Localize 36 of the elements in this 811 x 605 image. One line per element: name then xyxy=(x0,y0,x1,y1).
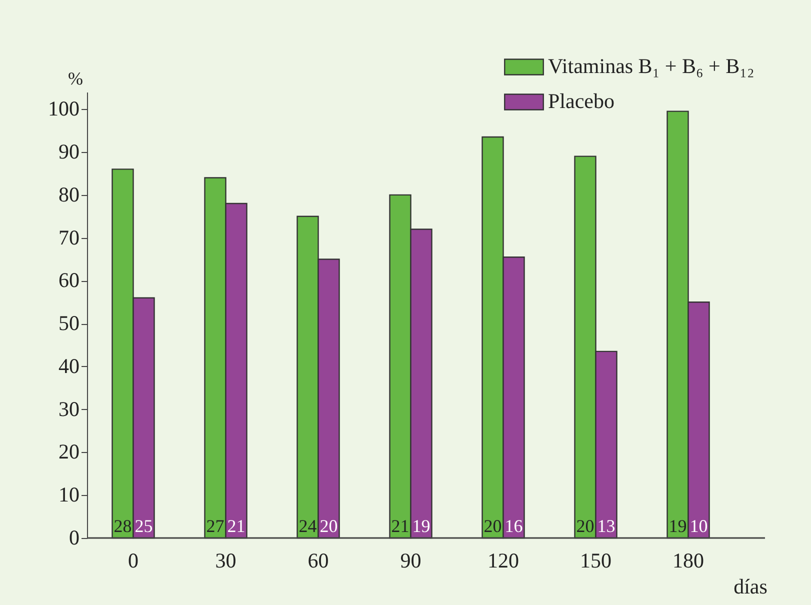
y-tick-label: 20 xyxy=(58,440,80,464)
y-tick-label: 80 xyxy=(58,182,80,206)
annotation: 19 xyxy=(668,516,687,536)
annotation: 16 xyxy=(504,516,523,536)
x-axis-title: días xyxy=(734,574,768,598)
x-tick-label: 180 xyxy=(672,548,704,572)
x-tick-label: 90 xyxy=(400,548,422,572)
x-tick-label: 150 xyxy=(580,548,612,572)
annotation: 19 xyxy=(412,516,430,536)
y-tick-label: 70 xyxy=(58,225,80,250)
y-tick-label: 60 xyxy=(58,268,80,292)
annotation: 10 xyxy=(690,516,708,536)
annotation: 13 xyxy=(597,516,616,536)
y-tick-label: 50 xyxy=(58,311,80,336)
annotation: 20 xyxy=(320,516,338,536)
annotation: 20 xyxy=(576,516,594,536)
annotation: 24 xyxy=(298,516,317,536)
x-tick-label: 60 xyxy=(308,548,329,572)
annotation: 27 xyxy=(206,516,224,536)
annotation: 28 xyxy=(114,516,132,536)
y-tick-label: 0 xyxy=(69,526,80,550)
x-tick-label: 30 xyxy=(215,548,236,572)
x-tick-label: 120 xyxy=(488,548,519,572)
annotation: 21 xyxy=(227,516,246,536)
y-tick-label: 40 xyxy=(58,354,80,378)
x-tick-label: 0 xyxy=(128,548,138,572)
annotation: 21 xyxy=(391,516,410,536)
y-tick-label: 10 xyxy=(58,482,80,507)
y-axis-title: % xyxy=(68,68,83,88)
y-tick-label: 90 xyxy=(58,140,80,164)
annotation: 25 xyxy=(134,516,153,536)
annotation: 20 xyxy=(484,516,502,536)
legend-label: Vitaminas B₁ + B₆ + B₁₂ xyxy=(548,54,754,78)
y-tick-label: 30 xyxy=(58,396,80,421)
y-tick-label: 100 xyxy=(48,96,80,121)
legend-label: Placebo xyxy=(548,89,614,113)
